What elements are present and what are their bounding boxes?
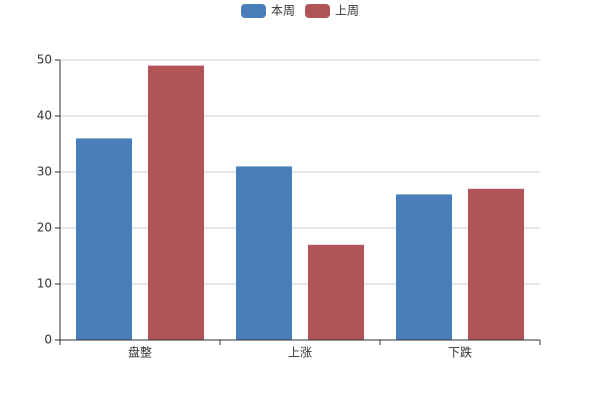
bar (76, 138, 132, 340)
legend-swatch[interactable] (241, 4, 266, 18)
y-tick-label: 10 (37, 277, 52, 291)
legend-label[interactable]: 本周 (271, 4, 295, 18)
y-tick-label: 20 (37, 221, 52, 235)
legend-label[interactable]: 上周 (335, 4, 359, 18)
y-tick-label: 40 (37, 109, 52, 123)
bar (468, 188, 524, 340)
bar (236, 166, 292, 340)
legend-swatch[interactable] (305, 4, 331, 18)
y-tick-label: 0 (44, 333, 52, 347)
x-tick-label: 盘整 (128, 345, 152, 360)
y-tick-label: 30 (37, 165, 52, 179)
x-tick-label: 下跌 (448, 345, 472, 360)
y-tick-label: 50 (37, 53, 52, 67)
bar (396, 194, 452, 340)
bar (148, 65, 204, 340)
x-tick-label: 上涨 (288, 345, 312, 360)
bar (308, 244, 364, 340)
